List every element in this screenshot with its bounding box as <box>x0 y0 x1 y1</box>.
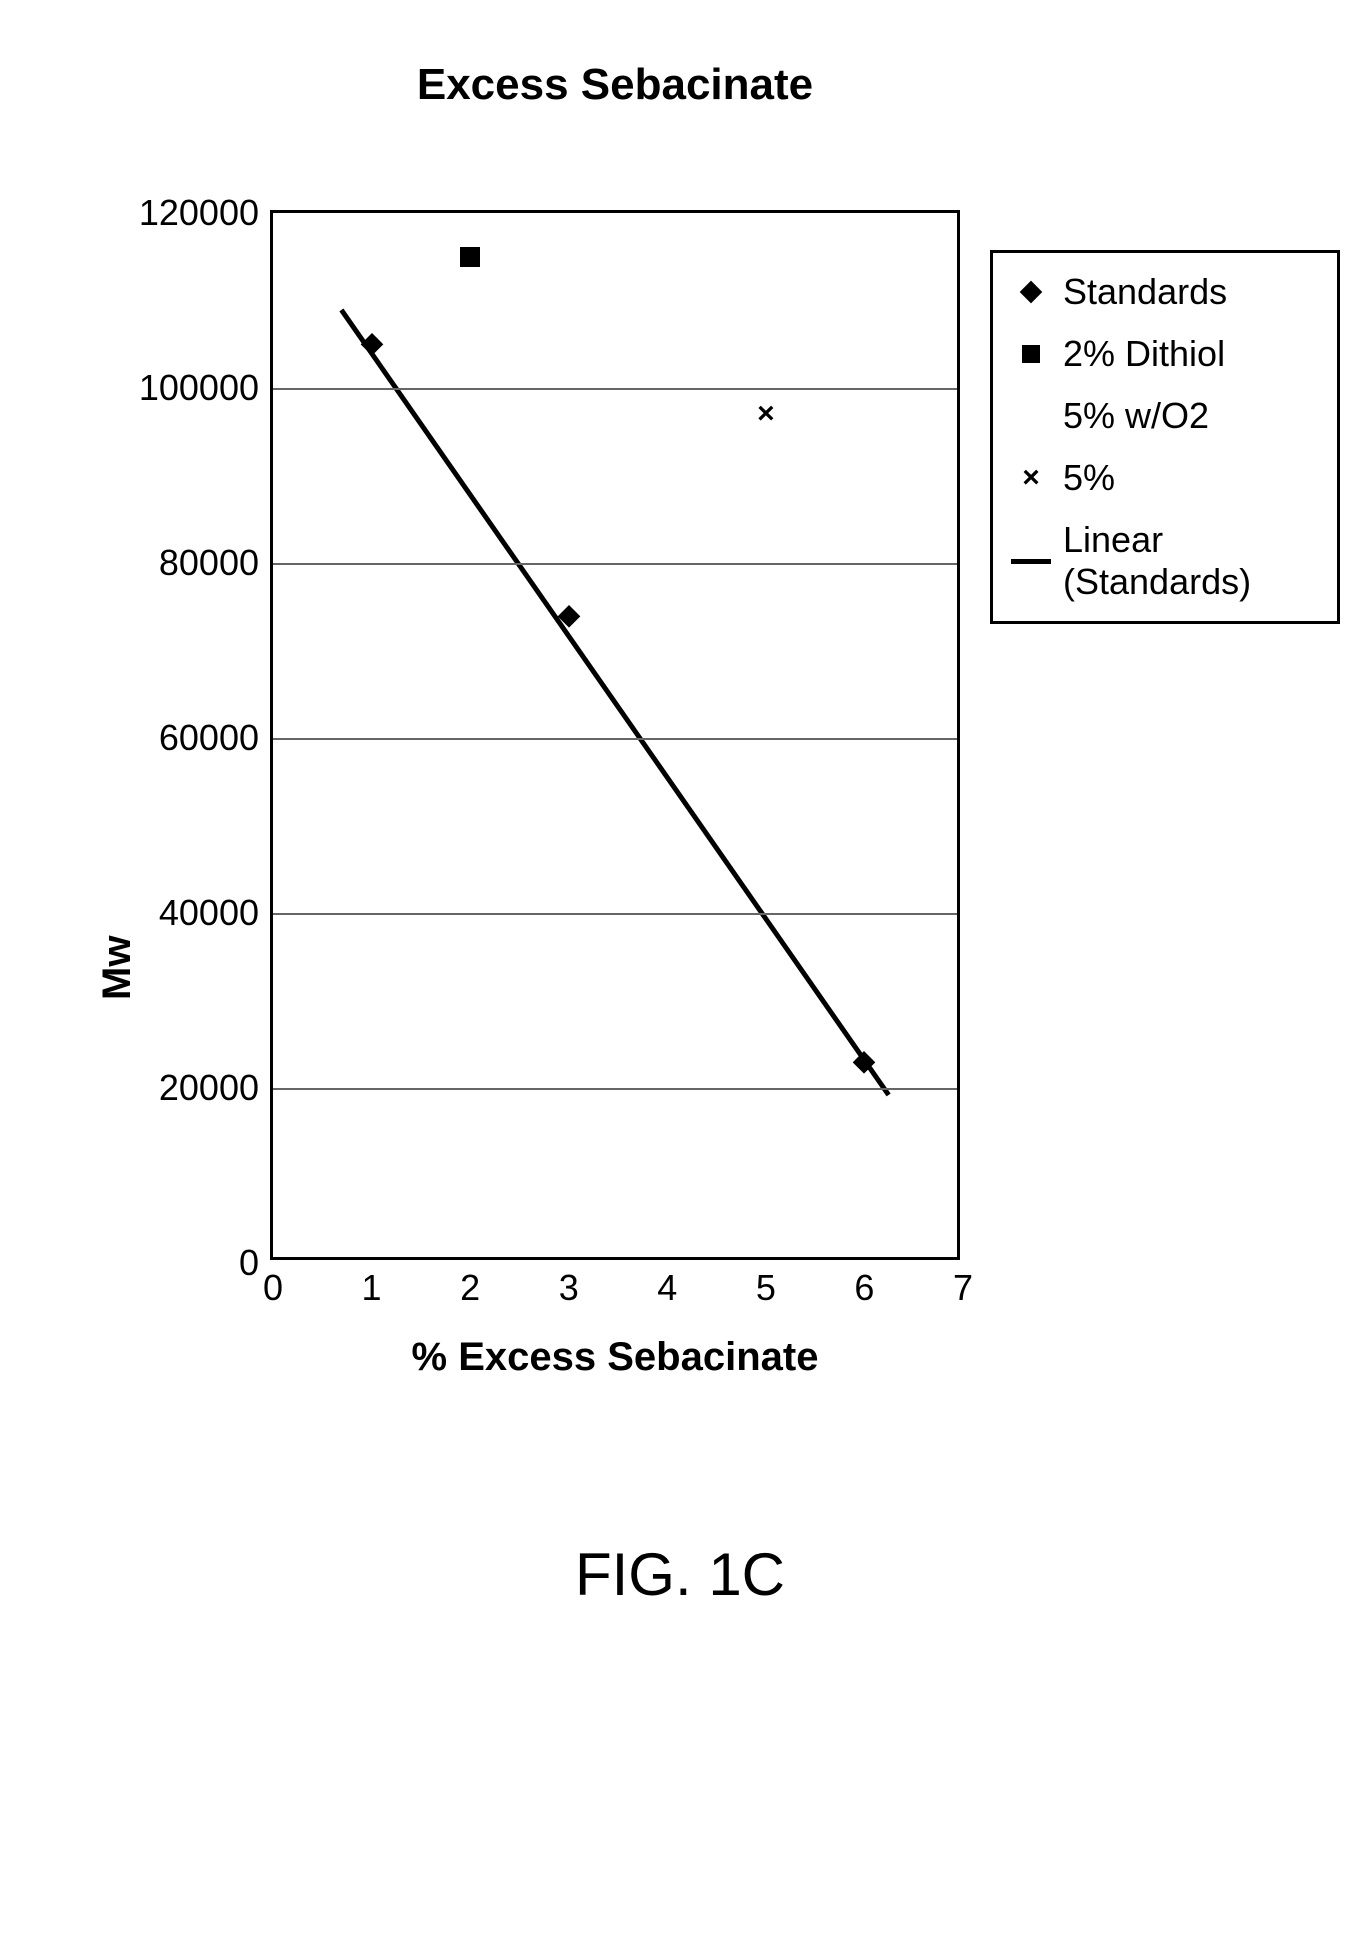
legend-swatch: × <box>1011 462 1051 494</box>
figure-page: Excess Sebacinate Mw % Excess Sebacinate… <box>0 0 1360 1955</box>
legend-swatch <box>1011 276 1051 308</box>
y-gridline <box>273 913 957 915</box>
legend-swatch <box>1011 545 1051 577</box>
legend-item: × 5% <box>1011 457 1319 499</box>
legend-label: 5% w/O2 <box>1063 395 1319 437</box>
figure-caption: FIG. 1C <box>0 1540 1360 1609</box>
legend-swatch <box>1011 338 1051 370</box>
y-gridline <box>273 1088 957 1090</box>
y-axis-label: Mw <box>95 936 140 1000</box>
x-axis-label: % Excess Sebacinate <box>110 1335 1120 1380</box>
legend-item: 2% Dithiol <box>1011 333 1319 375</box>
chart-title: Excess Sebacinate <box>110 60 1120 110</box>
x-tick-label: 3 <box>559 1257 579 1309</box>
trend-line <box>273 213 957 1257</box>
trend-line-path <box>341 310 888 1095</box>
y-tick-label: 20000 <box>159 1067 273 1109</box>
legend-item: 5% w/O2 <box>1011 395 1319 437</box>
legend-swatch <box>1011 400 1051 432</box>
x-tick-label: 2 <box>460 1257 480 1309</box>
x-tick-label: 1 <box>362 1257 382 1309</box>
legend-label: Standards <box>1063 271 1319 313</box>
x-tick-label: 4 <box>657 1257 677 1309</box>
plot-area: 0200004000060000800001000001200000123456… <box>270 210 960 1260</box>
y-tick-label: 40000 <box>159 892 273 934</box>
legend-label: 2% Dithiol <box>1063 333 1319 375</box>
legend-label: 5% <box>1063 457 1319 499</box>
y-tick-label: 60000 <box>159 717 273 759</box>
legend: Standards 2% Dithiol 5% w/O2 × 5% Linear (Sta… <box>990 250 1340 624</box>
y-tick-label: 80000 <box>159 542 273 584</box>
y-gridline <box>273 738 957 740</box>
legend-label: Linear (Standards) <box>1063 519 1319 603</box>
legend-item: Standards <box>1011 271 1319 313</box>
data-point-dithiol2 <box>460 247 480 267</box>
x-tick-label: 6 <box>854 1257 874 1309</box>
y-gridline <box>273 388 957 390</box>
y-tick-label: 120000 <box>139 192 273 234</box>
x-tick-label: 0 <box>263 1257 283 1309</box>
y-tick-label: 100000 <box>139 367 273 409</box>
x-tick-label: 5 <box>756 1257 776 1309</box>
y-gridline <box>273 563 957 565</box>
x-tick-label: 7 <box>953 1257 973 1309</box>
data-point-pct5: × <box>757 399 775 429</box>
legend-item: Linear (Standards) <box>1011 519 1319 603</box>
